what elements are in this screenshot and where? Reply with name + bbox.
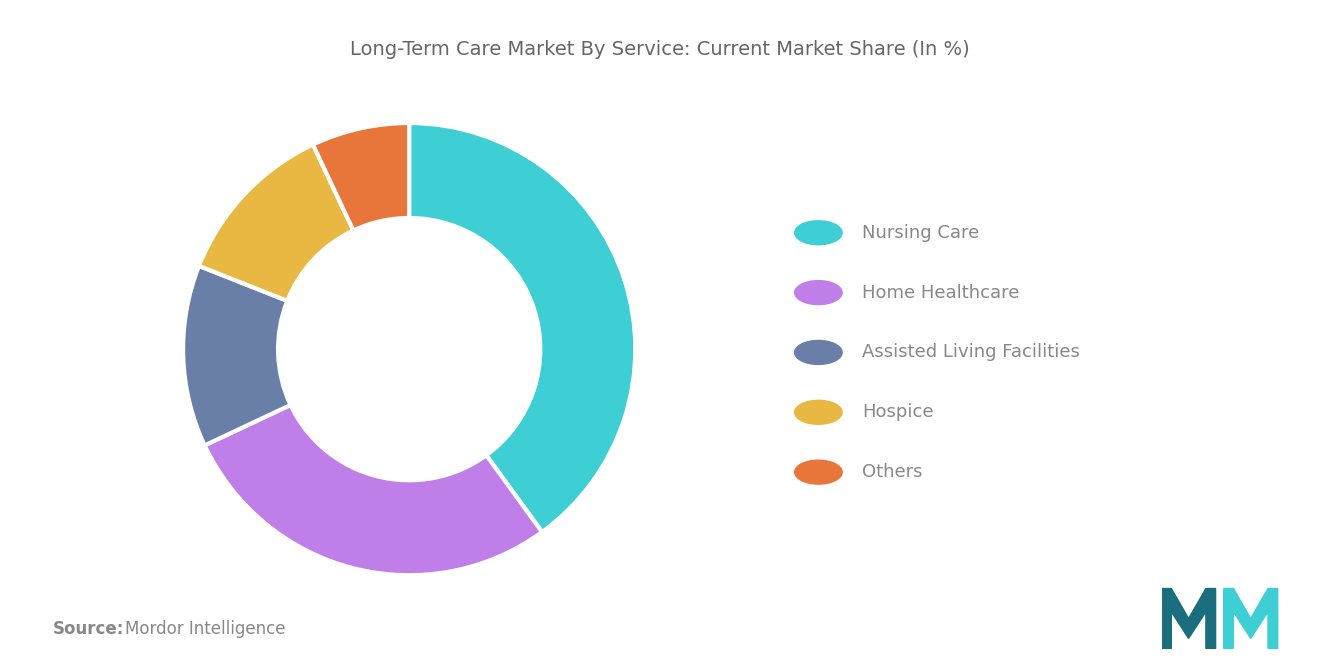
Wedge shape — [183, 266, 290, 446]
Text: Home Healthcare: Home Healthcare — [862, 283, 1019, 302]
Wedge shape — [205, 405, 543, 575]
Wedge shape — [199, 144, 354, 301]
Polygon shape — [1162, 589, 1216, 648]
Text: Nursing Care: Nursing Care — [862, 223, 979, 242]
Text: Others: Others — [862, 463, 923, 481]
Polygon shape — [1224, 589, 1278, 648]
Wedge shape — [409, 123, 635, 532]
Text: Hospice: Hospice — [862, 403, 933, 422]
Text: Long-Term Care Market By Service: Current Market Share (In %): Long-Term Care Market By Service: Curren… — [350, 40, 970, 59]
Wedge shape — [313, 123, 409, 231]
Text: Mordor Intelligence: Mordor Intelligence — [125, 620, 286, 638]
Text: Source:: Source: — [53, 620, 124, 638]
Text: Assisted Living Facilities: Assisted Living Facilities — [862, 343, 1080, 362]
